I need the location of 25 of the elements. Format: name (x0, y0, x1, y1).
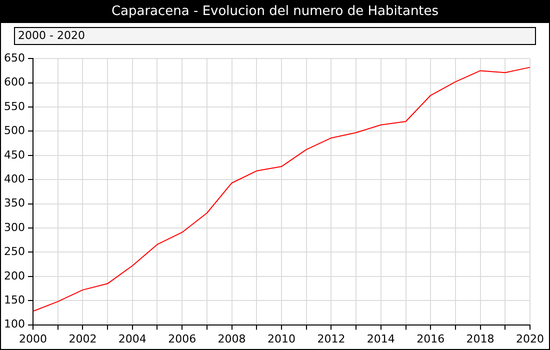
y-tick-label: 200 (4, 269, 25, 282)
x-tick-label: 2012 (317, 332, 346, 346)
y-tick-label: 250 (4, 245, 25, 258)
y-tick-label: 600 (4, 76, 25, 89)
y-tick-label: 650 (4, 51, 25, 64)
x-tick-label: 2018 (466, 332, 494, 346)
y-tick-label: 500 (4, 124, 25, 138)
y-tick-label: 150 (4, 293, 25, 306)
x-tick-label: 2006 (168, 332, 196, 346)
y-tick-label: 550 (4, 100, 25, 113)
x-tick-label: 2000 (18, 332, 47, 346)
x-tick-label: 2008 (218, 332, 246, 346)
y-tick-label: 350 (4, 196, 25, 210)
x-tick-label: 2016 (416, 332, 445, 346)
chart-subtitle: 2000 - 2020 (14, 27, 536, 45)
y-tick-label: 100 (4, 318, 25, 331)
x-tick-label: 2004 (118, 332, 146, 346)
y-tick-label: 400 (4, 172, 25, 186)
x-tick-label: 2002 (68, 332, 97, 346)
x-tick-label: 2020 (516, 332, 544, 346)
x-tick-label: 2014 (366, 332, 395, 346)
chart-title: Caparacena - Evolucion del numero de Habitantes (1, 1, 549, 23)
y-tick-label: 450 (4, 148, 25, 162)
x-tick-label: 2010 (268, 332, 296, 346)
y-tick-label: 300 (4, 220, 25, 234)
